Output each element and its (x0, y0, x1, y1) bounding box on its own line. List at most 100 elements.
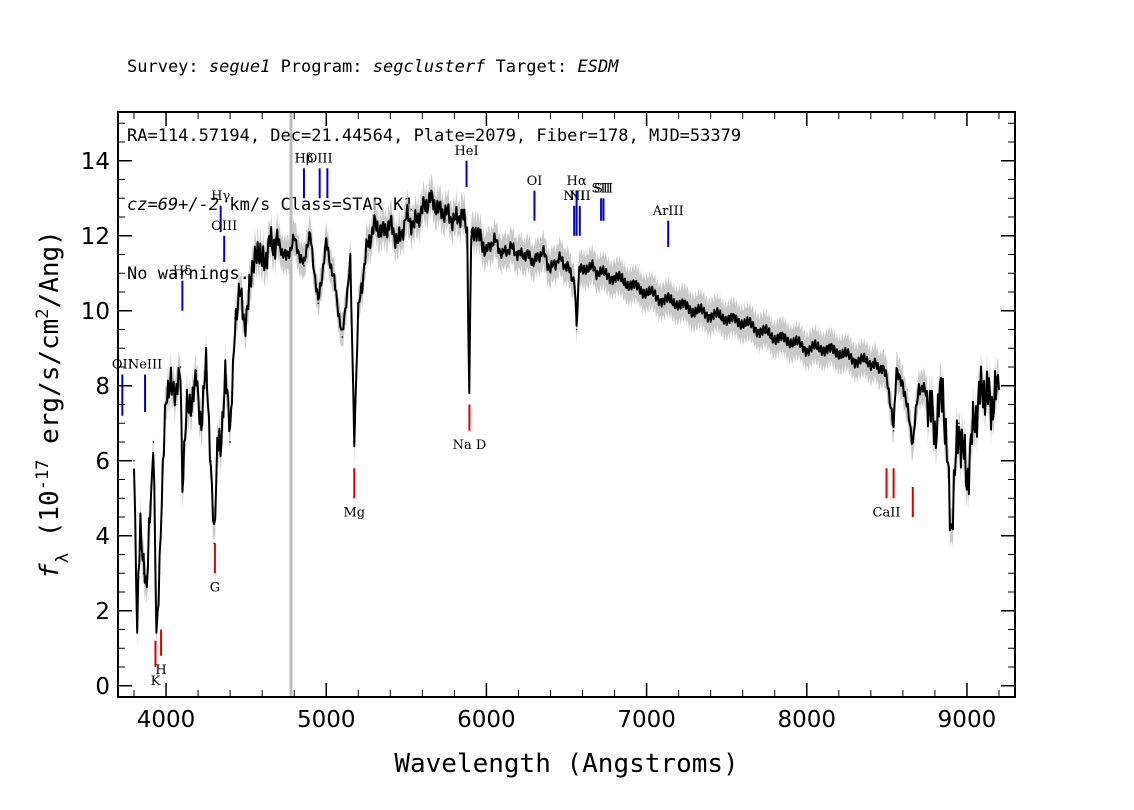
spectrum-point (573, 279, 576, 282)
spectrum-point (990, 403, 992, 406)
spectrum-point (365, 249, 368, 252)
spectrum-point (934, 429, 936, 432)
x-tick-label: 8000 (777, 707, 836, 733)
spectrum-point (162, 459, 164, 462)
spectrum-point (805, 347, 808, 350)
spectrum-point (878, 366, 880, 368)
spectrum-point (216, 441, 219, 443)
absorption-line-label: K (151, 674, 161, 689)
spectrum-point (942, 384, 944, 387)
x-tick-label: 9000 (938, 707, 997, 733)
spectrum-point (349, 261, 352, 263)
y-tick-label: 2 (95, 599, 110, 625)
spectrum-point (373, 223, 376, 226)
spectrum-point (613, 276, 616, 278)
emission-line-label: NeIII (128, 358, 162, 373)
spectrum-point (525, 253, 528, 256)
spectrum-point (645, 291, 648, 293)
emission-line-label: SII (592, 181, 611, 196)
spectrum-point (557, 257, 560, 260)
spectrum-point (549, 268, 552, 271)
spectrum-point (461, 212, 464, 215)
spectrum-point (277, 242, 279, 245)
spectrum-point (248, 279, 251, 282)
y-tick-label: 4 (95, 524, 110, 550)
spectrum-point (958, 422, 960, 425)
x-tick-label: 6000 (457, 707, 516, 733)
spectrum-point (219, 448, 222, 451)
spectrum-point (886, 373, 888, 376)
spectrum-point (437, 208, 440, 211)
emission-line-label: OIII (211, 219, 237, 234)
program-value: segclusterf (372, 57, 486, 77)
spectrum-point (200, 426, 203, 428)
spectrum-point (165, 403, 167, 406)
spectrum-point (541, 249, 544, 252)
header-line-redshift: cz=69+/-2 km/s Class=STAR K1 (127, 194, 741, 217)
cz-value: cz=69+/-2 (127, 195, 220, 215)
spectrum-point (982, 384, 984, 387)
spectrum-point (155, 628, 158, 631)
spectrum-point (629, 283, 632, 286)
spectrum-point (293, 238, 295, 241)
spectrum-point (179, 366, 182, 368)
spectrum-point (677, 302, 680, 305)
spectrum-point (533, 261, 536, 263)
y-tick-label: 12 (81, 224, 110, 250)
spectrum-point (453, 219, 456, 222)
spectrum-point (181, 478, 184, 481)
spectrum-point (333, 279, 336, 282)
spectrum-point (789, 339, 792, 342)
spectrum-point (170, 369, 172, 372)
y-tick-label: 8 (95, 374, 110, 400)
spectrum-point (341, 336, 344, 338)
spectrum-point (381, 231, 384, 233)
emission-line-label: HeI (454, 144, 478, 159)
x-tick-label: 4000 (137, 707, 196, 733)
spectrum-point (597, 272, 600, 275)
spectrum-point (926, 392, 928, 395)
spectrum-point (190, 414, 193, 417)
emission-line-label: Hγ (211, 189, 230, 204)
spectrum-point (195, 369, 198, 372)
spectrum-point (485, 249, 488, 252)
spectrum-point (902, 381, 904, 383)
spectrum-point (149, 516, 151, 518)
spectrum-point (693, 309, 696, 312)
spectrum-point (661, 298, 664, 301)
y-tick-label: 14 (81, 149, 110, 175)
spectrum-point (269, 242, 271, 245)
target-value: ESDM (577, 57, 619, 77)
spectrum-point (261, 264, 263, 267)
flux-error-band (134, 173, 999, 650)
y-tick-label: 10 (81, 299, 110, 325)
spectrum-point (397, 242, 400, 245)
y-tick-label: 6 (95, 449, 110, 475)
emission-line-label: Hα (567, 174, 587, 189)
spectrum-series-layer (133, 189, 1000, 634)
y-tick-label: 0 (95, 674, 110, 700)
error-band (134, 173, 999, 650)
spectrum-point (589, 264, 592, 267)
emission-line-label: OIII (307, 151, 333, 166)
spectrum-point (895, 369, 898, 372)
spectrum-header: Survey: segue1 Program: segclusterf Targ… (127, 10, 741, 309)
spectrum-point (709, 313, 712, 316)
absorption-line-label: CaII (873, 505, 901, 520)
spectrum-point (501, 253, 504, 256)
spectrum-point (918, 384, 920, 387)
spectrum-point (142, 572, 145, 575)
absorption-line-label: H (155, 663, 166, 678)
spectrum-point (357, 309, 360, 312)
axis-ticks: 4000 5000 6000 7000 8000 9000 0 2 4 6 8 10 12 14 (81, 112, 1015, 733)
spectrum-point (317, 302, 320, 305)
x-axis-label: Wavelength (Angstroms) (394, 749, 738, 779)
header-line-warnings: No warnings. (127, 264, 250, 284)
spectrum-point (152, 441, 155, 443)
spectrum-point (466, 234, 468, 237)
spectrum-point (565, 264, 568, 267)
spectrum-point (870, 362, 872, 365)
absorption-line-label: G (210, 580, 220, 595)
spectrum-point (517, 253, 520, 256)
